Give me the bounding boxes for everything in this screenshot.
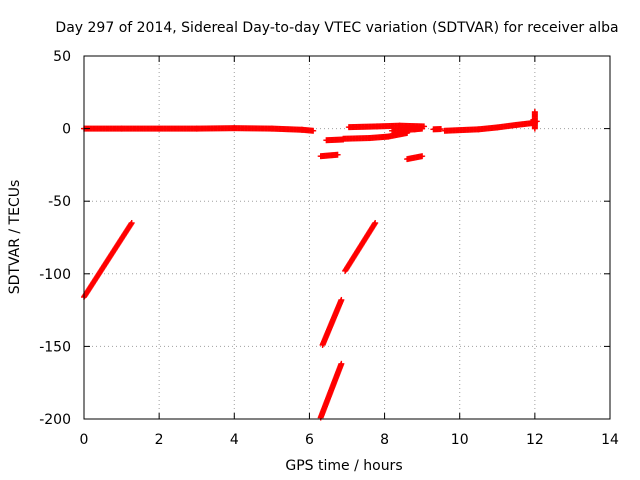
data-segment-8 [340, 129, 411, 142]
x-tick-label: 6 [305, 432, 314, 448]
y-tick-label: -100 [39, 267, 71, 283]
x-tick-label: 0 [80, 432, 89, 448]
data-segment-1 [81, 125, 317, 134]
data-segment-2 [81, 219, 135, 301]
series-layer [81, 108, 540, 421]
data-segment-12 [430, 126, 444, 133]
x-tick-label: 2 [155, 432, 164, 448]
y-tick-label: 50 [53, 49, 71, 65]
data-spike [531, 108, 538, 132]
data-segment-10 [389, 125, 426, 134]
data-segment-4 [319, 296, 345, 348]
data-segment-6 [317, 151, 341, 160]
y-tick-label: 0 [62, 122, 71, 138]
x-axis-label: GPS time / hours [285, 458, 402, 474]
tick-layer: 0 2 4 6 8 10 12 14 -200 -150 -100 -50 0 50 [39, 49, 619, 448]
x-tick-label: 4 [230, 432, 239, 448]
x-tick-label: 8 [380, 432, 389, 448]
grid-layer [84, 56, 610, 419]
data-segment-5 [342, 219, 379, 274]
x-tick-label: 14 [601, 432, 619, 448]
y-tick-label: -150 [39, 339, 71, 355]
x-tick-label: 10 [451, 432, 469, 448]
data-segment-11 [404, 153, 426, 163]
data-segment-13 [441, 119, 538, 134]
chart-title: Day 297 of 2014, Sidereal Day-to-day VTE… [55, 20, 618, 36]
y-axis-label: SDTVAR / TECUs [7, 180, 23, 295]
y-tick-label: -200 [39, 412, 71, 428]
data-segment-7 [323, 136, 347, 144]
plot-frame [83, 55, 611, 420]
data-segment-3 [317, 360, 345, 421]
y-tick-label: -50 [48, 194, 71, 210]
x-tick-label: 12 [526, 432, 544, 448]
